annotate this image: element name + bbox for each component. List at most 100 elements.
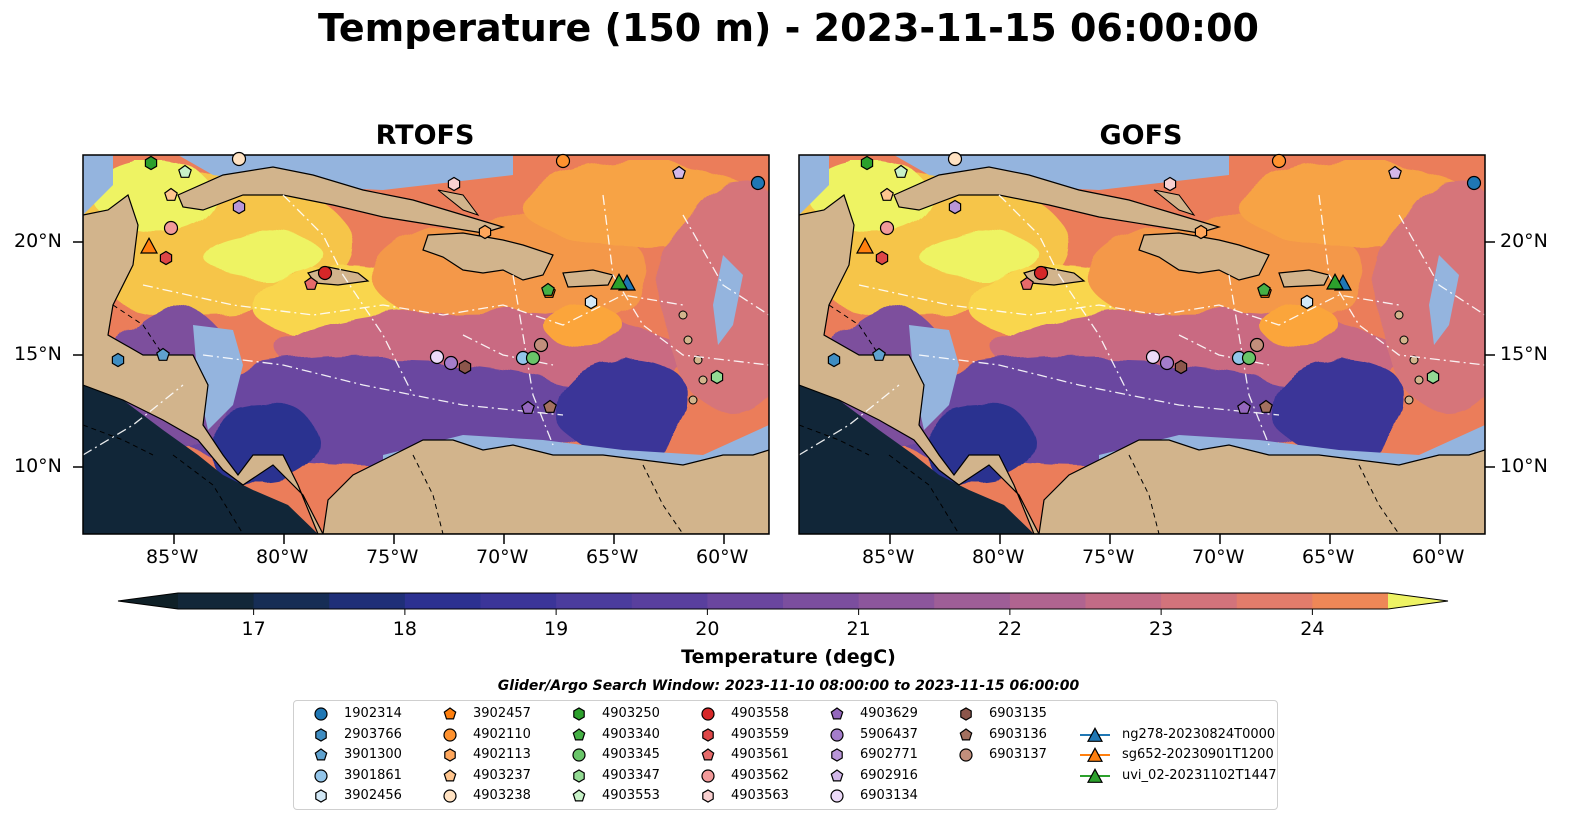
- legend-marker: [572, 748, 586, 762]
- rtofs-marker-4903563: [447, 176, 461, 192]
- legend-marker: [314, 707, 328, 721]
- page-title: Temperature (150 m) - 2023-11-15 06:00:0…: [317, 6, 1259, 50]
- colorbar-block: [1312, 593, 1389, 609]
- legend-marker: [701, 707, 715, 721]
- map-frame-gofs: [798, 154, 1486, 535]
- rtofs-marker-3902456: [584, 294, 598, 310]
- gofs-marker-4903237: [880, 187, 894, 201]
- legend-label: 4903563: [731, 788, 789, 804]
- legend-marker: [959, 727, 973, 741]
- lon-label: 85°W: [862, 546, 915, 568]
- circle-marker-icon: [314, 769, 328, 783]
- legend-marker: [830, 789, 844, 803]
- rtofs-marker-6903137: [533, 337, 549, 353]
- legend-label: 6903134: [860, 788, 918, 804]
- gofs-marker-3901300: [872, 347, 886, 361]
- gofs-marker-5906437: [1159, 355, 1175, 371]
- colorbar-tick-label: 21: [846, 618, 871, 640]
- colorbar: [117, 592, 1449, 615]
- legend-marker: [1086, 767, 1104, 783]
- legend-label: 5906437: [860, 726, 918, 742]
- legend-marker: [443, 789, 457, 803]
- legend-marker: [573, 707, 585, 721]
- legend-item: uvi_02-20231102T1447: [1078, 766, 1276, 786]
- map-frame-rtofs: [82, 154, 770, 535]
- legend-item: 6903137: [949, 745, 1074, 765]
- legend-item: 6902916: [820, 766, 945, 786]
- circle-marker-icon: [572, 748, 586, 762]
- legend-item: 4903629: [820, 704, 945, 724]
- rtofs-marker-uvi_02-20231102T1447: [609, 272, 629, 290]
- legend: 1902314 2903766 3901300 3901861 3902456 39024…: [293, 700, 1278, 810]
- colorbar-block: [329, 593, 406, 609]
- legend-item: 4903559: [691, 725, 816, 745]
- legend-item: 5906437: [820, 725, 945, 745]
- colorbar-extend-low: [118, 593, 178, 609]
- colorbar-block: [556, 593, 633, 609]
- rtofs-marker-6903134: [429, 349, 445, 365]
- circle-marker-icon: [959, 748, 973, 762]
- legend-label: 3901300: [344, 747, 402, 763]
- legend-label: 1902314: [344, 706, 402, 721]
- legend-item: 4903563: [691, 786, 816, 806]
- legend-title: Glider/Argo Search Window: 2023-11-10 08…: [497, 678, 1080, 694]
- triangle-marker-icon: [1080, 767, 1110, 783]
- rtofs-marker-4903347: [710, 369, 724, 385]
- legend-marker: [314, 748, 328, 761]
- colorbar-tick-label: 24: [1300, 618, 1325, 640]
- legend-item: 4903347: [562, 766, 687, 786]
- legend-marker: [315, 727, 327, 742]
- legend-marker: [830, 727, 844, 742]
- gofs-marker-6902771: [948, 199, 962, 215]
- lon-label: 80°W: [256, 546, 309, 568]
- legend-item: 6903134: [820, 786, 945, 806]
- legend-item: 3902457: [433, 704, 558, 724]
- legend-marker: [830, 769, 844, 782]
- colorbar-tick-label: 23: [1149, 618, 1174, 640]
- lon-label: 70°W: [476, 546, 529, 568]
- circle-marker-icon: [701, 769, 715, 783]
- gofs-marker-2903766: [827, 352, 841, 368]
- rtofs-marker-4903237: [164, 187, 178, 201]
- lat-label: 20°N: [14, 230, 62, 252]
- rtofs-marker-4903562: [163, 220, 179, 236]
- legend-marker: [702, 789, 714, 804]
- legend-item: 2903766: [304, 725, 429, 745]
- legend-item: 4903558: [691, 704, 816, 724]
- gofs-marker-6903134: [1145, 349, 1161, 365]
- rtofs-marker-sg652-20230901T1200: [139, 236, 159, 254]
- legend-marker: [443, 769, 457, 782]
- colorbar-tick-label: 19: [544, 618, 569, 640]
- lat-label: 10°N: [1500, 455, 1548, 477]
- hexagon-marker-icon: [702, 789, 714, 804]
- circle-marker-icon: [830, 727, 844, 742]
- gofs-marker-4903559: [875, 250, 889, 266]
- pentagon-marker-icon: [830, 769, 844, 782]
- colorbar-tick-label: 18: [392, 618, 417, 640]
- lat-label: 10°N: [14, 455, 62, 477]
- rtofs-marker-4903238: [231, 151, 247, 167]
- legend-marker: [443, 727, 457, 742]
- legend-label: 6903137: [989, 747, 1047, 763]
- legend-marker: [701, 748, 715, 761]
- legend-item: 4903562: [691, 766, 816, 786]
- hexagon-marker-icon: [573, 769, 585, 783]
- legend-label: 3902457: [473, 706, 531, 721]
- rtofs-marker-4903558: [317, 265, 333, 281]
- legend-label: 4903559: [731, 726, 789, 742]
- rtofs-marker-5906437: [443, 355, 459, 371]
- legend-marker: [831, 748, 843, 762]
- legend-item: 4903561: [691, 745, 816, 765]
- legend-marker: [573, 769, 585, 783]
- legend-label: 4903629: [860, 706, 918, 721]
- legend-label: 3902456: [344, 788, 402, 804]
- legend-item: 6903135: [949, 704, 1074, 724]
- pentagon-marker-icon: [959, 727, 973, 741]
- legend-marker: [1086, 747, 1104, 763]
- gofs-marker-4903345: [1241, 350, 1257, 366]
- colorbar-block: [783, 593, 860, 609]
- hexagon-marker-icon: [702, 727, 714, 742]
- hexagon-marker-icon: [573, 707, 585, 721]
